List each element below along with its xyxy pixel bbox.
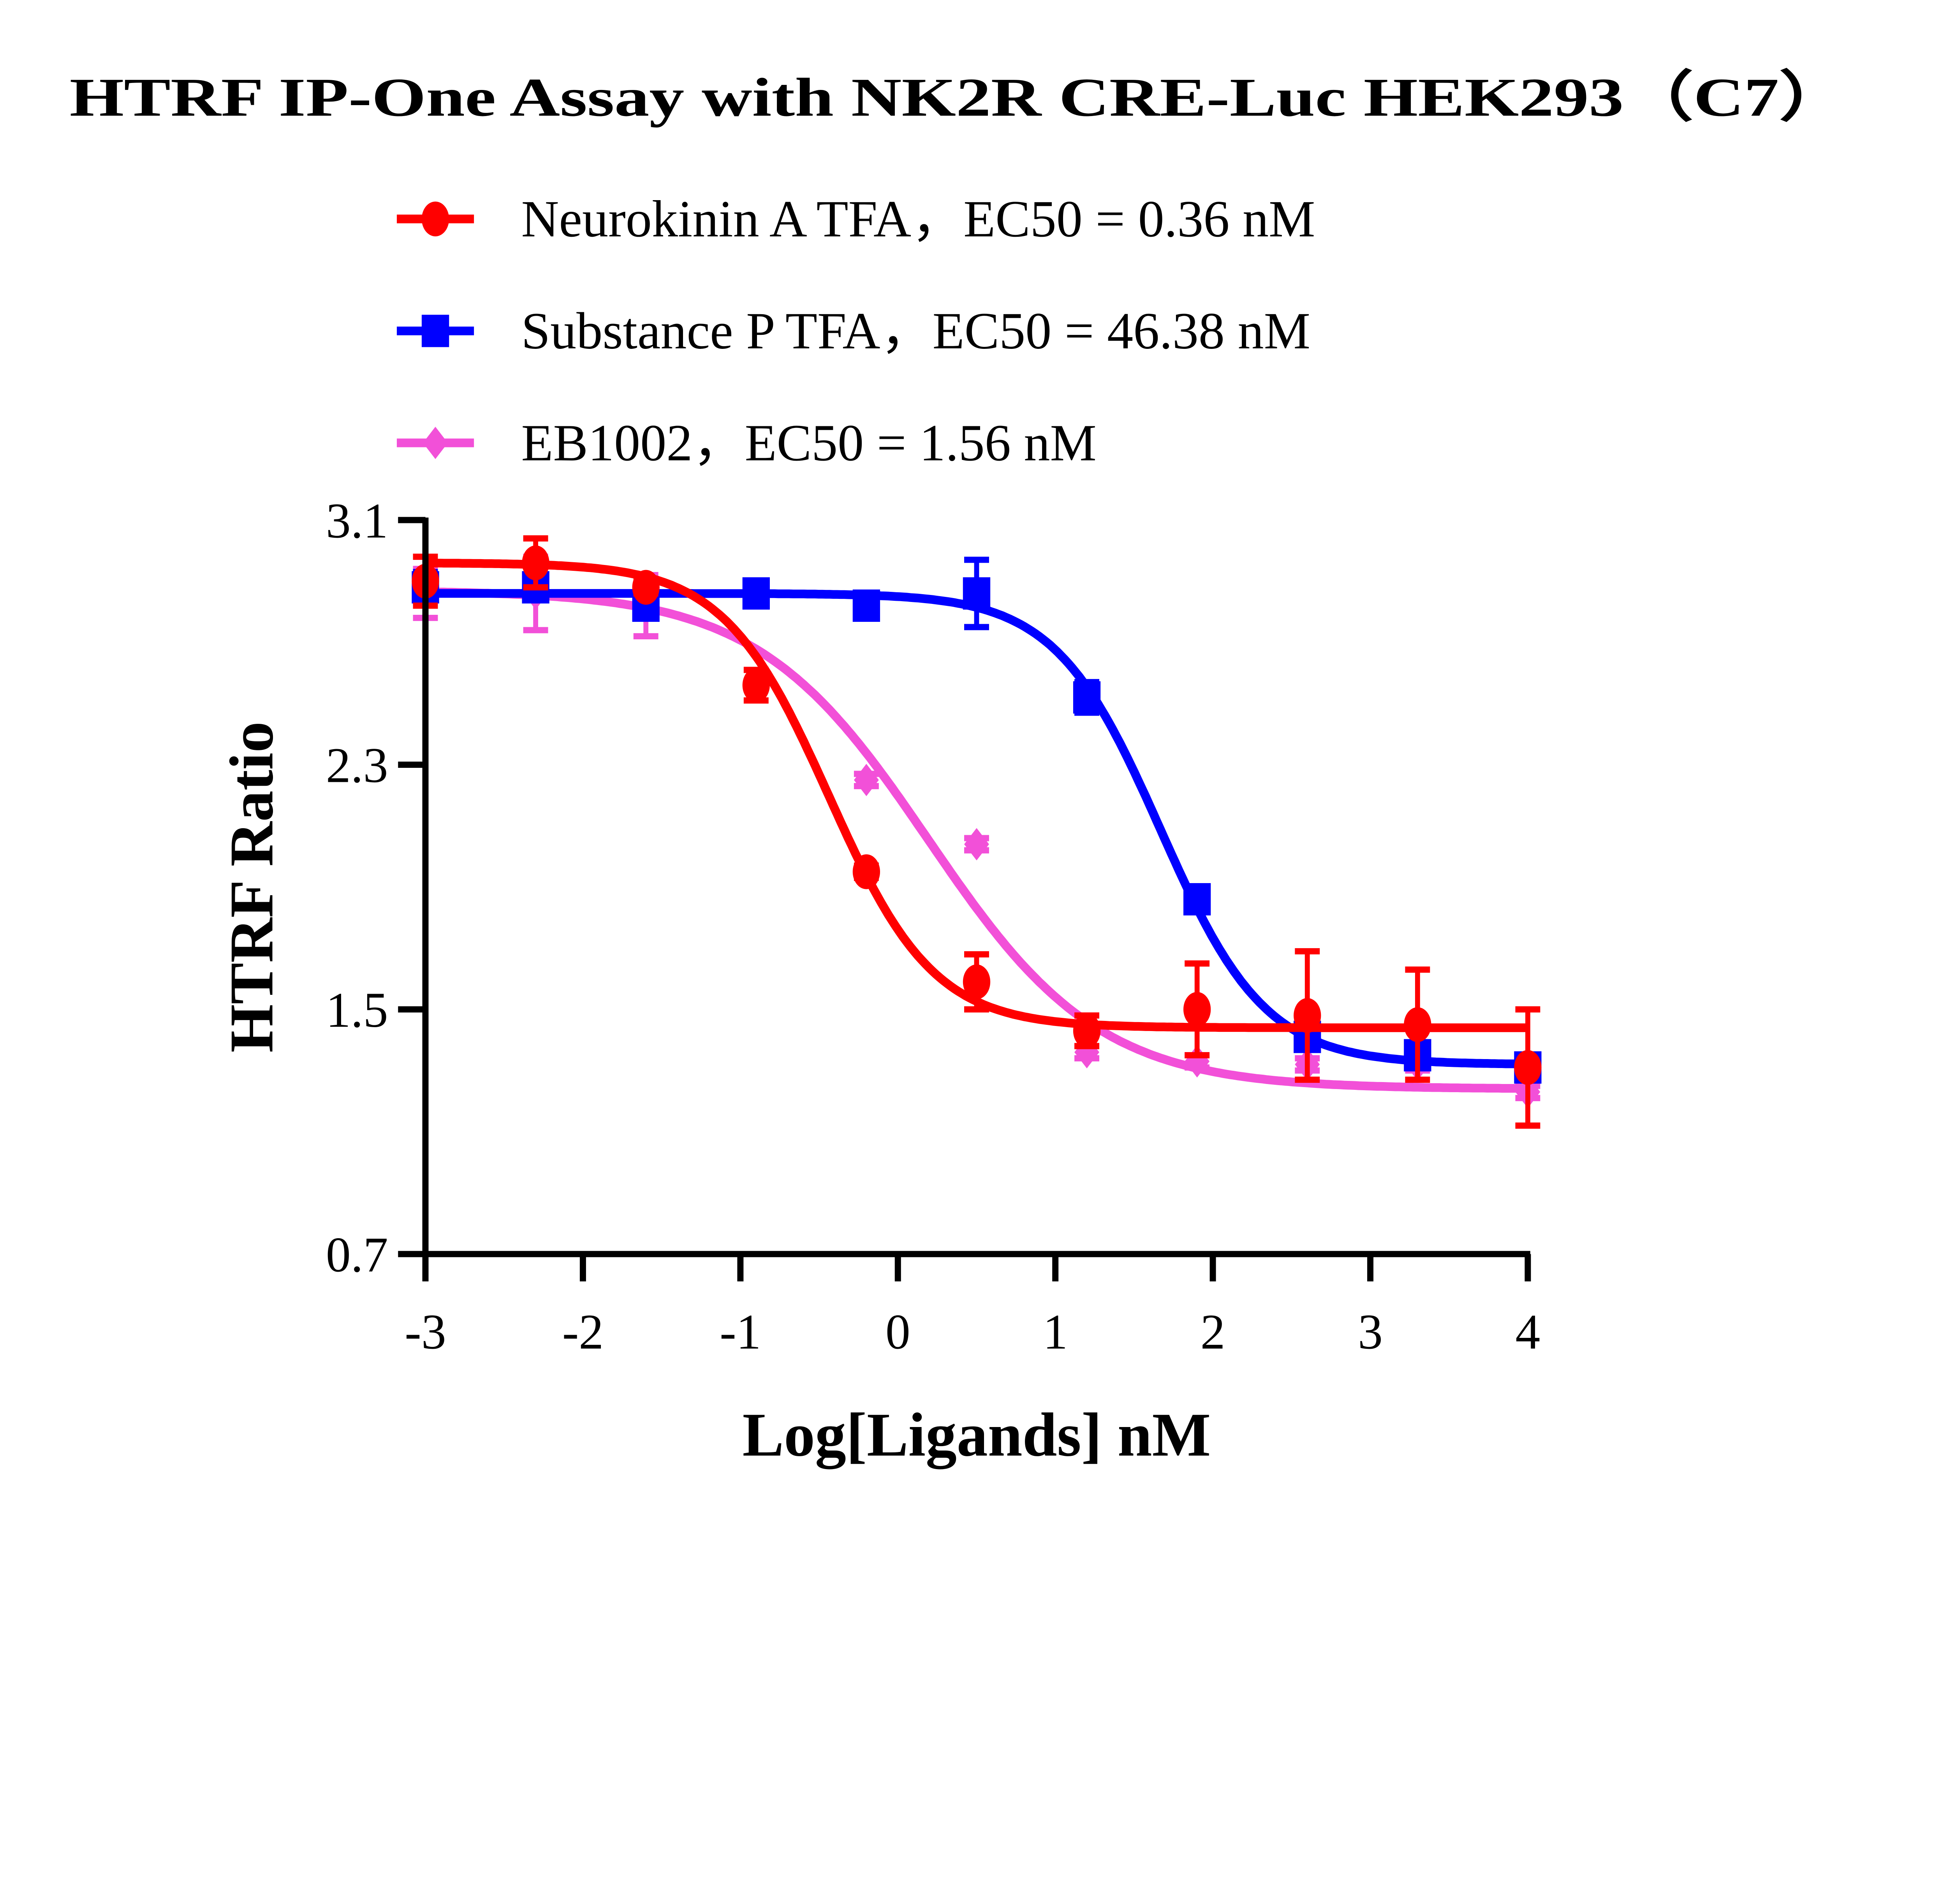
x-tick-label: 4 [1515, 1304, 1540, 1360]
dose-response-chart: HTRF IP-One Assay with NK2R CRE-Luc HEK2… [70, 67, 1849, 1469]
legend: Neurokinin A TFA，EC50 = 0.36 nM Substance… [397, 190, 1315, 472]
data-point-square [1183, 883, 1211, 916]
data-point-circle [742, 668, 770, 703]
y-tick-label: 1.5 [326, 982, 388, 1038]
fit-curve [425, 587, 1528, 1093]
data-point-circle [632, 570, 660, 605]
data-point-square [1073, 681, 1101, 714]
x-tick-label: 0 [885, 1304, 910, 1360]
x-tick-label: 2 [1201, 1304, 1225, 1360]
y-tick-label: 0.7 [326, 1227, 388, 1282]
data-point-circle [522, 545, 549, 581]
data-point-circle [852, 854, 880, 889]
series-1 [412, 556, 1542, 1084]
data-point-diamond [964, 828, 989, 860]
legend-label: Substance P TFA，EC50 = 46.38 nM [521, 302, 1310, 360]
legend-entry-1: Substance P TFA，EC50 = 46.38 nM [397, 302, 1310, 360]
legend-label: EB1002，EC50 = 1.56 nM [521, 414, 1097, 472]
axes: -3 -2 -1 0 1 2 3 4 0.7 1.5 2.3 3.1 [326, 493, 1540, 1359]
x-tick-label: 1 [1043, 1304, 1068, 1360]
data-point-square [963, 577, 991, 610]
x-tick-label: -1 [720, 1304, 761, 1360]
chart-title: HTRF IP-One Assay with NK2R CRE-Luc HEK2… [70, 67, 1849, 128]
data-point-circle [1294, 998, 1321, 1033]
data-point-circle [963, 964, 991, 1000]
plot-area [412, 535, 1542, 1129]
data-point-circle [1404, 1007, 1431, 1042]
x-axis-label: Log[Ligands] nM [743, 1400, 1211, 1469]
data-point-square [742, 577, 770, 610]
data-point-circle [1514, 1050, 1542, 1085]
x-tick-label: -2 [562, 1304, 604, 1360]
data-point-square [421, 315, 449, 347]
data-point-square [852, 589, 880, 622]
legend-entry-2: EB1002，EC50 = 1.56 nM [397, 414, 1097, 472]
y-tick-label: 3.1 [326, 493, 388, 548]
data-point-circle [421, 201, 449, 237]
data-point-diamond [854, 764, 879, 796]
x-tick-label: -3 [405, 1304, 446, 1360]
data-point-circle [1073, 1013, 1101, 1049]
x-tick-label: 3 [1358, 1304, 1383, 1360]
legend-label: Neurokinin A TFA，EC50 = 0.36 nM [521, 190, 1315, 248]
y-tick-label: 2.3 [326, 738, 388, 793]
y-axis-label: HTRF Ratio [217, 721, 286, 1052]
legend-entry-0: Neurokinin A TFA，EC50 = 0.36 nM [397, 190, 1315, 248]
data-point-circle [1183, 992, 1211, 1027]
data-point-diamond [423, 426, 448, 459]
